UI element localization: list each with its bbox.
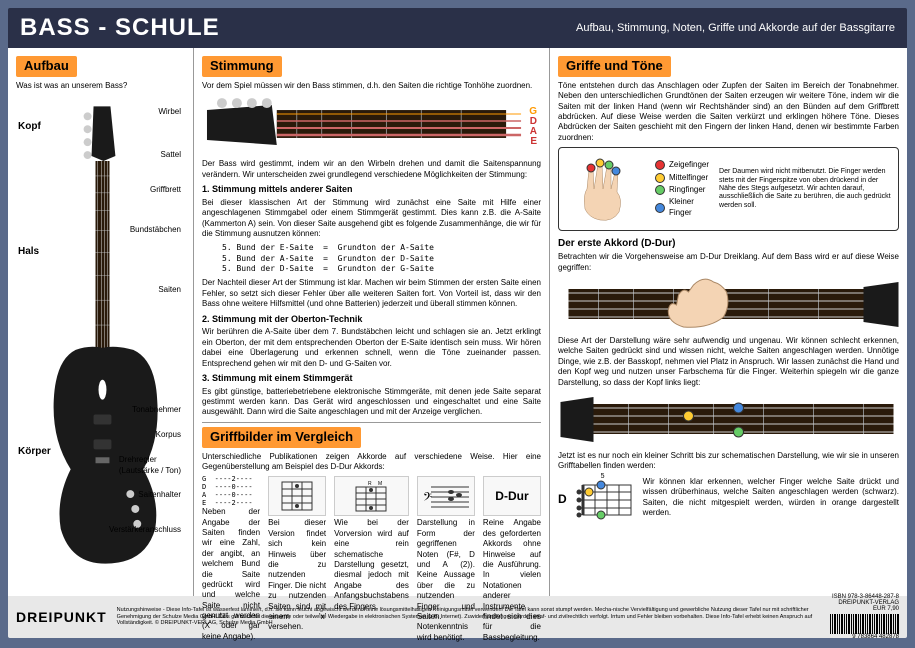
griff-diag-1	[268, 476, 326, 516]
aufbau-subtitle: Was ist was an unserem Bass?	[16, 81, 185, 91]
m1-p2: Der Nachteil dieser Art der Stimmung ist…	[202, 278, 541, 309]
griffe-column: Griffe und Töne Töne entstehen durch das…	[550, 48, 907, 596]
finger-0: Zeigefinger	[669, 160, 709, 170]
dot-yellow	[655, 173, 665, 183]
m3-p: Es gibt günstige, batteriebetriebene ele…	[202, 387, 541, 418]
header: BASS - SCHULE Aufbau, Stimmung, Noten, G…	[8, 8, 907, 48]
svg-text:𝄢: 𝄢	[423, 490, 432, 506]
finger-1: Mittelfinger	[669, 173, 708, 183]
m1-p1: Bei dieser klassischen Art der Stimmung …	[202, 198, 541, 240]
part-saiten: Saiten	[158, 285, 181, 295]
chord-color-diagram	[558, 392, 899, 447]
stimmung-intro: Vor dem Spiel müssen wir den Bass stimme…	[202, 81, 541, 91]
finger-2: Ringfinger	[669, 185, 705, 195]
part-saitenh: Saitenhalter	[138, 490, 181, 500]
part-korpus: Korpus	[156, 430, 181, 440]
fret-number: 5	[601, 472, 605, 481]
finger-box: Zeigefinger Mittelfinger Ringfinger Klei…	[558, 147, 899, 231]
thumb-note: Der Daumen wird nicht mitbenutzt. Die Fi…	[719, 168, 892, 210]
griff-diag-2: RM	[334, 476, 409, 516]
label-hals: Hals	[18, 245, 39, 258]
griffbilder-title: Griffbilder im Vergleich	[202, 427, 361, 448]
griffe-intro: Töne entstehen durch das Anschlagen oder…	[558, 81, 899, 143]
part-griffbrett: Griffbrett	[150, 185, 181, 195]
chord-label: D	[558, 492, 567, 508]
tuning-table: 5. Bund der E-Saite = Grundton der A-Sai…	[222, 243, 541, 274]
finger-row-1: Mittelfinger	[655, 173, 709, 183]
dot-green	[655, 185, 665, 195]
finger-row-2: Ringfinger	[655, 185, 709, 195]
bass-diagram: Kopf Hals Körper Wirbel Sattel Griffbret…	[16, 95, 185, 575]
finger-row-3: Kleiner Finger	[655, 197, 709, 218]
griff-diag-3: 𝄢	[417, 476, 475, 516]
m3-title: 3. Stimmung mit einem Stimmgerät	[202, 373, 541, 385]
part-wirbel: Wirbel	[158, 107, 181, 117]
label-kopf: Kopf	[18, 120, 41, 133]
part-bund: Bundstäbchen	[130, 225, 181, 235]
finger-list: Zeigefinger Mittelfinger Ringfinger Klei…	[655, 158, 709, 220]
footer-text: Nutzungshinweise - Diese Info-Tafel ist …	[107, 607, 830, 627]
part-tonab: Tonabnehmer	[132, 405, 181, 415]
string-e: E	[530, 135, 537, 148]
stimmung-column: Stimmung Vor dem Spiel müssen wir den Ba…	[194, 48, 550, 596]
chord-intro: Betrachten wir die Vorgehensweise am D-D…	[558, 252, 899, 273]
m2-title: 2. Stimmung mit der Oberton-Technik	[202, 314, 541, 326]
finger-row-0: Zeigefinger	[655, 160, 709, 170]
isbn-block: ISBN 978-3-86448-287-8 DREIPUNKT-VERLAG …	[830, 594, 899, 640]
finger-3: Kleiner Finger	[669, 197, 709, 218]
dot-blue	[655, 203, 665, 213]
griff-desc-2: Wie bei der Vorversion wird auf eine rei…	[334, 518, 409, 612]
chord-p2: Jetzt ist es nur noch ein kleiner Schrit…	[558, 451, 899, 472]
part-dreh: Drehregler (Lautstärke / Ton)	[119, 455, 181, 476]
m2-p: Wir berühren die A-Saite über dem 7. Bun…	[202, 327, 541, 369]
griff-ddur: D-Dur	[483, 476, 541, 516]
chord-hand-diagram	[558, 277, 899, 332]
page-subtitle: Aufbau, Stimmung, Noten, Griffe und Akko…	[576, 22, 895, 34]
headstock-diagram: G D A E	[202, 95, 541, 155]
part-verst: Verstärkeranschluss	[109, 525, 181, 535]
hand-diagram	[565, 154, 645, 224]
page-title: BASS - SCHULE	[20, 14, 220, 42]
dot-red	[655, 160, 665, 170]
footer-logo: DREIPUNKT	[16, 609, 107, 625]
fret-diagram: 5 5	[575, 480, 635, 520]
chord-p3: Wir können klar erkennen, welcher Finger…	[643, 477, 899, 519]
stimmung-p1: Der Bass wird gestimmt, indem wir an den…	[202, 159, 541, 180]
svg-text:M: M	[378, 481, 382, 487]
main-content: Aufbau Was ist was an unserem Bass?	[8, 48, 907, 596]
svg-text:R: R	[368, 481, 372, 487]
m1-title: 1. Stimmung mittels anderer Saiten	[202, 184, 541, 196]
aufbau-column: Aufbau Was ist was an unserem Bass?	[8, 48, 194, 596]
aufbau-title: Aufbau	[16, 56, 77, 77]
griffe-title: Griffe und Töne	[558, 56, 671, 77]
part-sattel: Sattel	[161, 150, 181, 160]
barcode-number: 9 783864 482878	[830, 634, 899, 640]
griffbilder-intro: Unterschiedliche Publikationen zeigen Ak…	[202, 452, 541, 473]
stimmung-title: Stimmung	[202, 56, 282, 77]
chord-title: Der erste Akkord (D-Dur)	[558, 237, 899, 250]
label-koerper: Körper	[18, 445, 51, 458]
price: EUR 7,90	[830, 606, 899, 612]
tab-notation: G ----2---- D ----0---- A ----0---- E --…	[202, 476, 260, 507]
chord-p1: Diese Art der Darstellung wäre sehr aufw…	[558, 336, 899, 388]
bass-svg	[16, 95, 185, 575]
barcode-icon	[830, 614, 899, 634]
